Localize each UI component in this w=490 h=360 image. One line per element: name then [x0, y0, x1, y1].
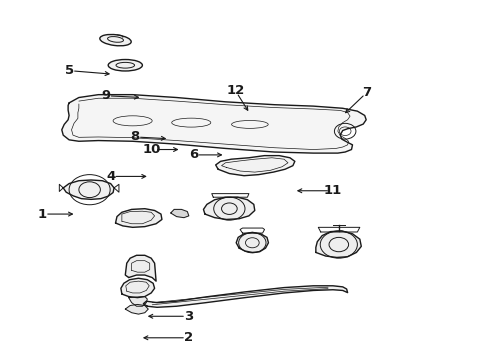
Text: 3: 3 [184, 310, 194, 323]
Text: 5: 5 [65, 64, 74, 77]
Text: 4: 4 [106, 170, 115, 183]
Text: 9: 9 [101, 89, 110, 102]
Ellipse shape [108, 59, 143, 71]
Polygon shape [216, 156, 295, 176]
Polygon shape [63, 180, 114, 199]
Polygon shape [236, 232, 269, 252]
Polygon shape [116, 209, 162, 227]
Text: 6: 6 [189, 148, 198, 161]
Ellipse shape [100, 35, 131, 46]
Polygon shape [171, 210, 189, 218]
Text: 1: 1 [38, 208, 47, 221]
Text: 10: 10 [143, 143, 161, 156]
Text: 2: 2 [184, 331, 194, 344]
Polygon shape [125, 255, 156, 281]
Polygon shape [129, 297, 147, 306]
Polygon shape [203, 197, 255, 220]
Text: 8: 8 [130, 130, 140, 144]
Polygon shape [144, 286, 347, 307]
Text: 7: 7 [363, 86, 372, 99]
Polygon shape [316, 231, 361, 257]
Polygon shape [125, 305, 148, 314]
Polygon shape [121, 278, 155, 298]
Text: 11: 11 [324, 184, 342, 197]
Text: 12: 12 [226, 84, 245, 97]
Polygon shape [62, 95, 366, 153]
